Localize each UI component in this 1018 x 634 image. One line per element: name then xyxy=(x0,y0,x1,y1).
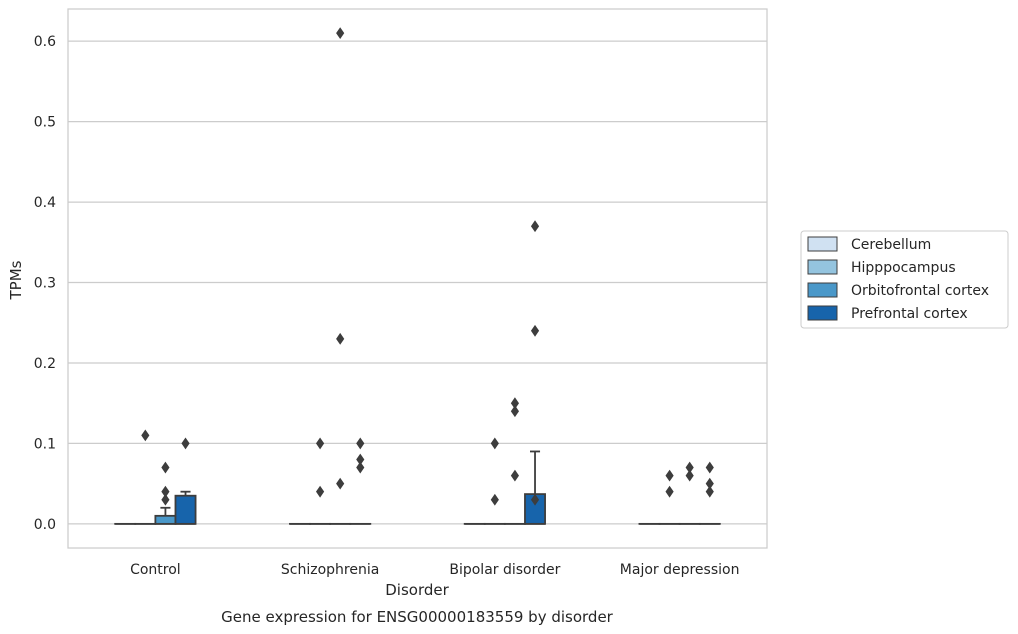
outlier-point xyxy=(705,461,714,474)
y-tick-label: 0.3 xyxy=(34,276,56,292)
box-prefrontal-cortex xyxy=(524,220,546,525)
box-hipppocampus xyxy=(658,469,681,525)
outlier-point xyxy=(161,493,170,506)
legend-swatch xyxy=(807,236,838,252)
outlier-point xyxy=(181,437,190,450)
outlier-point xyxy=(665,469,674,482)
legend-label: Prefrontal cortex xyxy=(851,306,968,322)
y-tick-label: 0.6 xyxy=(34,34,56,50)
y-tick-label: 0.4 xyxy=(34,195,56,211)
y-tick-label: 0.5 xyxy=(34,115,56,131)
box-orbitofrontal-cortex xyxy=(678,461,701,525)
outlier-point xyxy=(510,405,520,418)
outlier-point xyxy=(490,437,499,450)
x-tick-label: Bipolar disorder xyxy=(449,562,560,578)
outlier-point xyxy=(490,493,499,506)
outlier-point xyxy=(356,461,365,474)
y-tick-label: 0.1 xyxy=(34,436,56,452)
outlier-point xyxy=(530,324,540,337)
legend-swatch xyxy=(807,305,838,321)
x-axis-ticks: Control Schizophrenia Bipolar disorder Majo… xyxy=(130,562,739,578)
outlier-point xyxy=(510,469,520,482)
outlier-point xyxy=(685,469,694,482)
x-axis-label: Disorder xyxy=(385,581,449,599)
outlier-point xyxy=(315,437,325,450)
y-tick-label: 0.2 xyxy=(34,356,56,372)
outlier-point xyxy=(685,461,694,474)
box-orbitofrontal-cortex xyxy=(329,27,352,525)
outlier-point xyxy=(356,437,365,450)
grid-lines xyxy=(68,40,767,525)
box-orbitofrontal-cortex xyxy=(154,461,177,525)
outlier-point xyxy=(336,332,345,345)
legend: Cerebellum Hipppocampus Orbitofrontal cort… xyxy=(800,230,1009,329)
outlier-point xyxy=(336,477,345,490)
x-tick-label: Major depression xyxy=(620,562,740,578)
chart-caption: Gene expression for ENSG00000183559 by d… xyxy=(221,608,614,626)
y-axis-ticks: 0.0 0.1 0.2 0.3 0.4 0.5 0.6 xyxy=(34,34,56,533)
outlier-point xyxy=(356,453,365,466)
y-axis-label: TPMs xyxy=(7,260,25,300)
box-orbitofrontal-cortex xyxy=(503,397,526,525)
box-prefrontal-cortex xyxy=(174,437,197,525)
outlier-point xyxy=(161,461,170,474)
outlier-point xyxy=(705,485,714,498)
box-layer xyxy=(114,27,721,525)
legend-swatch xyxy=(807,259,838,275)
legend-label: Cerebellum xyxy=(851,237,931,253)
box-hipppocampus xyxy=(483,437,506,525)
outlier-point xyxy=(141,429,150,442)
legend-frame xyxy=(800,230,1009,329)
box-prefrontal-cortex xyxy=(349,437,372,525)
outlier-point xyxy=(705,477,714,490)
y-tick-label: 0.0 xyxy=(34,517,56,533)
box-hipppocampus xyxy=(134,429,157,525)
box-prefrontal-cortex xyxy=(698,461,721,525)
x-tick-label: Schizophrenia xyxy=(281,562,379,578)
outlier-point xyxy=(665,485,674,498)
outlier-point xyxy=(530,493,540,506)
legend-label: Orbitofrontal cortex xyxy=(851,283,989,299)
x-tick-label: Control xyxy=(130,562,181,578)
outlier-point xyxy=(510,397,520,410)
box-hipppocampus xyxy=(309,437,332,525)
outlier-point xyxy=(315,485,325,498)
outlier-point xyxy=(530,220,540,233)
outlier-point xyxy=(161,485,170,498)
outlier-point xyxy=(336,27,345,40)
legend-swatch xyxy=(807,282,838,298)
plot-area xyxy=(67,8,768,549)
box-body xyxy=(154,514,177,525)
legend-label: Hipppocampus xyxy=(851,260,956,276)
box-body xyxy=(174,494,197,525)
